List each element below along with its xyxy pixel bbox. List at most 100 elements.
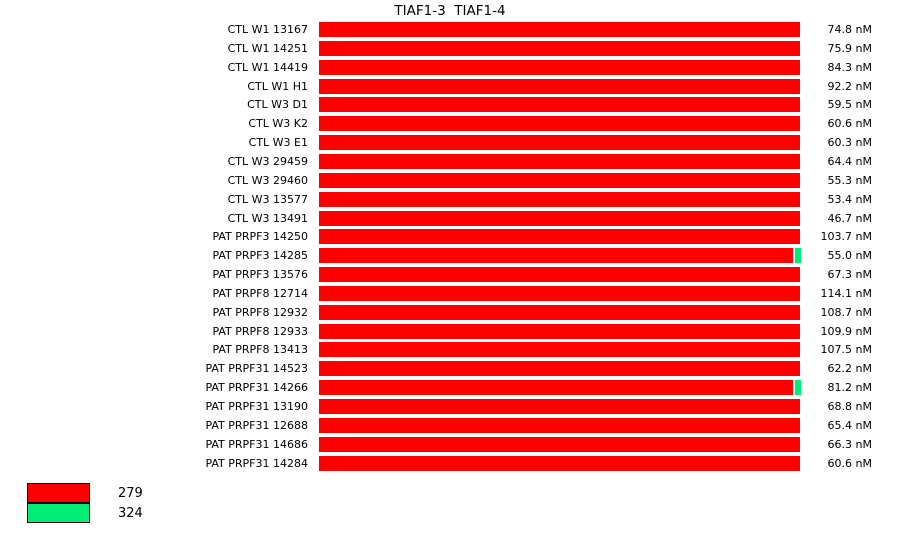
row-value-label: 66.3 nM	[827, 437, 872, 451]
bar-row: CTL W1 14419 84.3 nM	[0, 59, 900, 75]
row-value-label: 55.3 nM	[827, 173, 872, 187]
row-value-label: 108.7 nM	[820, 305, 872, 319]
bar-row: CTL W1 14251 75.9 nM	[0, 40, 900, 56]
bar-row: CTL W1 H1 92.2 nM	[0, 78, 900, 94]
bar-red-segment	[319, 135, 800, 151]
bar-row: PAT PRPF8 13413 107.5 nM	[0, 342, 900, 358]
bar-red-segment	[319, 380, 793, 396]
row-label: CTL W3 E1	[248, 136, 308, 150]
row-label: PAT PRPF8 12714	[212, 286, 308, 300]
row-value-label: 62.2 nM	[827, 362, 872, 376]
row-label: CTL W1 H1	[247, 79, 308, 93]
bar-row: CTL W3 29459 64.4 nM	[0, 153, 900, 169]
row-label: PAT PRPF31 14266	[205, 381, 308, 395]
row-value-label: 60.6 nM	[827, 456, 872, 470]
row-label: PAT PRPF31 13190	[205, 400, 308, 413]
row-value-label: 64.4 nM	[827, 154, 872, 168]
row-value-label: 74.8 nM	[827, 23, 872, 36]
bar-row: CTL W1 13167 74.8 nM	[0, 22, 900, 37]
row-label: PAT PRPF3 13576	[212, 268, 308, 282]
bar-row: PAT PRPF8 12932 108.7 nM	[0, 304, 900, 320]
row-label: PAT PRPF8 13413	[212, 343, 308, 357]
row-value-label: 60.3 nM	[827, 136, 872, 150]
row-label: PAT PRPF3 14285	[212, 249, 308, 263]
bar-row: CTL W3 13491 46.7 nM	[0, 210, 900, 226]
row-value-label: 81.2 nM	[827, 381, 872, 395]
row-value-label: 46.7 nM	[827, 211, 872, 225]
bar-red-segment	[319, 361, 800, 377]
row-value-label: 55.0 nM	[827, 249, 872, 263]
row-label: CTL W3 13491	[227, 211, 308, 225]
row-label: CTL W3 D1	[247, 98, 308, 112]
bar-red-segment	[319, 285, 800, 301]
row-label: CTL W3 29460	[227, 173, 308, 187]
row-value-label: 59.5 nM	[827, 98, 872, 112]
bar-row: PAT PRPF3 14250 103.7 nM	[0, 229, 900, 245]
row-value-label: 60.6 nM	[827, 117, 872, 131]
bar-green-tip-segment	[795, 380, 801, 396]
row-label: PAT PRPF8 12933	[212, 324, 308, 338]
legend-label: 324	[118, 505, 143, 521]
bar-row: PAT PRPF8 12714 114.1 nM	[0, 285, 900, 301]
row-value-label: 107.5 nM	[820, 343, 872, 357]
bar-row: CTL W3 29460 55.3 nM	[0, 172, 900, 188]
row-label: CTL W3 29459	[227, 154, 308, 168]
bar-red-segment	[319, 191, 800, 207]
bar-red-segment	[319, 153, 800, 169]
bar-red-segment	[319, 59, 800, 75]
bar-row: PAT PRPF31 14686 66.3 nM	[0, 436, 900, 452]
bar-red-segment	[319, 97, 800, 113]
row-label: CTL W1 14419	[227, 60, 308, 74]
row-value-label: 103.7 nM	[820, 230, 872, 244]
bar-row: CTL W3 K2 60.6 nM	[0, 116, 900, 132]
row-value-label: 65.4 nM	[827, 418, 872, 432]
legend-swatch	[27, 503, 90, 523]
row-value-label: 68.8 nM	[827, 400, 872, 413]
bar-row: PAT PRPF31 14284 60.6 nM	[0, 455, 900, 471]
row-value-label: 75.9 nM	[827, 41, 872, 55]
bar-red-segment	[319, 304, 800, 320]
row-label: PAT PRPF31 14686	[205, 437, 308, 451]
bar-red-segment	[319, 267, 800, 283]
bar-row: CTL W3 13577 53.4 nM	[0, 191, 900, 207]
row-value-label: 109.9 nM	[820, 324, 872, 338]
bar-row: PAT PRPF31 13190 68.8 nM	[0, 399, 900, 414]
bar-green-tip-segment	[795, 248, 801, 264]
bar-red-segment	[319, 455, 800, 471]
row-label: CTL W3 K2	[248, 117, 308, 131]
row-label: PAT PRPF31 14523	[205, 362, 308, 376]
bar-red-segment	[319, 40, 800, 56]
bar-red-segment	[319, 116, 800, 132]
bar-red-segment	[319, 78, 800, 94]
row-label: PAT PRPF31 12688	[205, 418, 308, 432]
row-value-label: 92.2 nM	[827, 79, 872, 93]
bar-row: CTL W3 E1 60.3 nM	[0, 135, 900, 151]
bar-red-segment	[319, 229, 800, 245]
row-value-label: 84.3 nM	[827, 60, 872, 74]
bar-row: CTL W3 D1 59.5 nM	[0, 97, 900, 113]
bar-red-segment	[319, 210, 800, 226]
bar-red-segment	[319, 399, 800, 414]
bar-red-segment	[319, 323, 800, 339]
legend-label: 279	[118, 485, 143, 501]
row-label: CTL W1 14251	[227, 41, 308, 55]
row-label: PAT PRPF3 14250	[212, 230, 308, 244]
bar-red-segment	[319, 172, 800, 188]
row-value-label: 53.4 nM	[827, 192, 872, 206]
bar-row: PAT PRPF31 12688 65.4 nM	[0, 417, 900, 433]
legend-swatch	[27, 483, 90, 503]
bar-row: PAT PRPF8 12933 109.9 nM	[0, 323, 900, 339]
bar-row: PAT PRPF3 14285 55.0 nM	[0, 248, 900, 264]
bar-row: PAT PRPF3 13576 67.3 nM	[0, 267, 900, 283]
row-label: CTL W3 13577	[227, 192, 308, 206]
row-value-label: 67.3 nM	[827, 268, 872, 282]
row-label: PAT PRPF8 12932	[212, 305, 308, 319]
row-value-label: 114.1 nM	[820, 286, 872, 300]
chart-title: TIAF1-3 TIAF1-4	[394, 3, 506, 19]
bar-row: PAT PRPF31 14523 62.2 nM	[0, 361, 900, 377]
bar-red-segment	[319, 248, 793, 264]
bar-row: PAT PRPF31 14266 81.2 nM	[0, 380, 900, 396]
row-label: CTL W1 13167	[227, 23, 308, 36]
bar-red-segment	[319, 436, 800, 452]
